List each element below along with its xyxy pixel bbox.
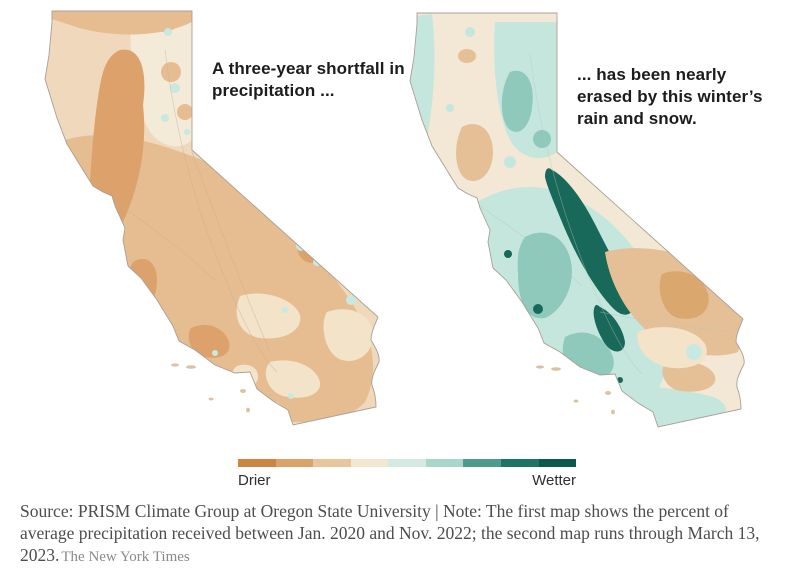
legend-swatch	[463, 459, 501, 467]
road-line	[111, 199, 218, 283]
legend-swatch	[388, 459, 426, 467]
road-line	[529, 53, 643, 375]
california-maps-svg	[44, 10, 745, 428]
legend-gradient-bar	[238, 459, 577, 467]
channel-islands	[171, 363, 250, 413]
legend-swatch	[350, 459, 389, 467]
channel-islands	[536, 365, 615, 415]
road-line	[599, 311, 741, 333]
annotation-recovery: ... has been nearly erased by this winte…	[577, 65, 763, 128]
legend-swatch	[425, 459, 464, 467]
legend: Drier Wetter	[238, 459, 577, 489]
road-line	[476, 203, 583, 287]
legend-swatch	[275, 459, 314, 467]
road-line	[164, 49, 278, 373]
source-note: Source: PRISM Climate Group at Oregon St…	[20, 500, 768, 568]
legend-labels: Drier Wetter	[238, 472, 576, 489]
legend-swatch	[538, 459, 577, 467]
legend-drier-label: Drier	[238, 472, 271, 489]
nyt-credit: The New York Times	[61, 549, 190, 565]
legend-swatch	[313, 459, 351, 467]
source-text: Source: PRISM Climate Group at Oregon St…	[20, 501, 760, 565]
legend-wetter-label: Wetter	[532, 472, 576, 489]
legend-swatch	[500, 459, 539, 467]
road-line	[191, 151, 270, 351]
annotation-drought: A three-year shortfall in precipitation …	[212, 59, 405, 100]
legend-swatch	[238, 459, 276, 467]
